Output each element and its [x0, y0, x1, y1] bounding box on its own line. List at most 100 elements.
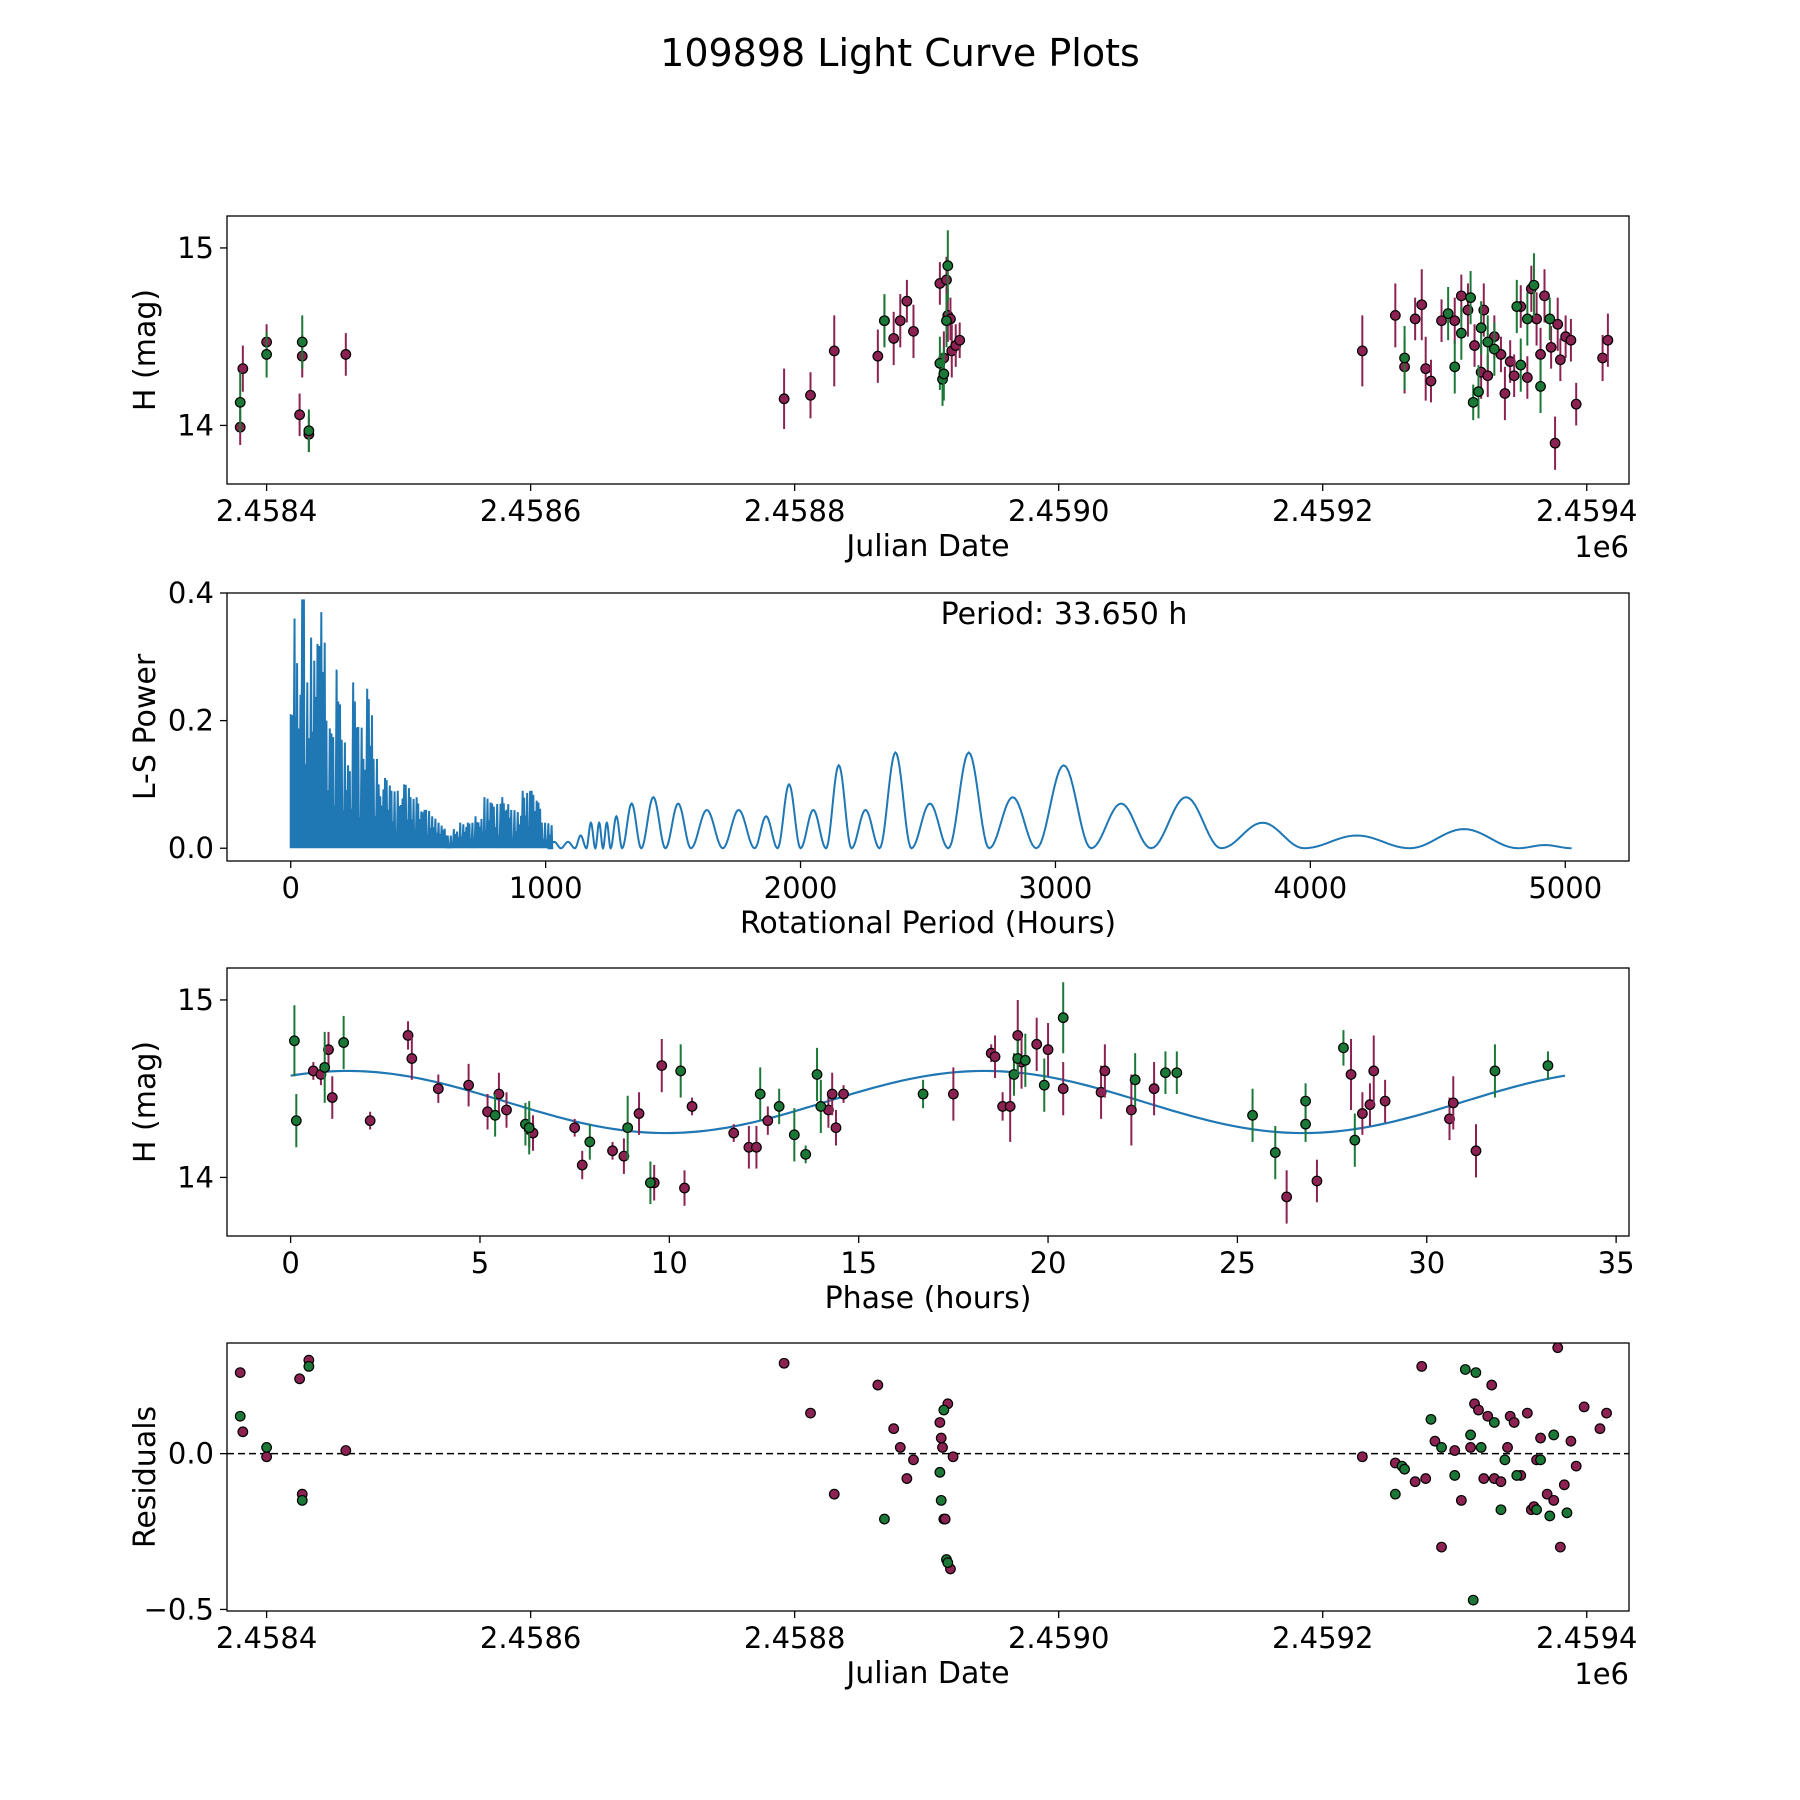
x-tick-label: 0 — [282, 871, 300, 905]
data-point — [1269, 1147, 1281, 1158]
y-axis-label: H (mag) — [128, 1041, 163, 1163]
data-point — [937, 1441, 948, 1453]
data-point — [675, 1065, 687, 1077]
data-point — [1535, 380, 1546, 392]
data-point — [1475, 322, 1487, 334]
data-point — [1594, 1423, 1606, 1435]
x-tick-label: 1000 — [509, 871, 583, 905]
data-point — [1535, 349, 1546, 360]
data-point — [830, 1122, 842, 1134]
data-point — [989, 1051, 1001, 1063]
data-point — [1469, 340, 1480, 351]
data-point — [1508, 1417, 1520, 1428]
x-tick-label: 2.4584 — [216, 494, 317, 528]
x-tick-label: 2.4592 — [1272, 1621, 1373, 1655]
data-point — [1542, 1060, 1554, 1072]
data-point — [811, 1069, 823, 1080]
data-point — [872, 1379, 884, 1391]
data-point — [1552, 318, 1564, 330]
data-point — [1549, 437, 1561, 449]
data-point — [686, 1101, 698, 1112]
data-point — [935, 1432, 947, 1444]
data-point — [1436, 315, 1447, 327]
data-point — [828, 1488, 840, 1500]
data-point — [1521, 372, 1533, 383]
data-point — [364, 1115, 376, 1127]
data-point — [1436, 1541, 1447, 1553]
data-point — [1541, 1488, 1553, 1500]
data-point — [237, 363, 249, 375]
data-point — [1521, 313, 1533, 325]
data-point — [294, 409, 306, 421]
data-point — [1416, 1360, 1428, 1372]
data-point — [1247, 1109, 1258, 1121]
data-point — [622, 1122, 634, 1134]
data-point — [1031, 1038, 1043, 1050]
light-curve-panel: 2.4584 2.4586 2.4588 2.4590 2.4592 2.4594 14 15… — [128, 215, 1637, 564]
data-point — [323, 1044, 334, 1056]
data-point — [1521, 1407, 1533, 1419]
data-point — [1499, 388, 1511, 399]
data-point — [1442, 308, 1454, 320]
plot-frame — [226, 592, 1630, 862]
data-point — [326, 1092, 338, 1103]
data-point — [261, 1441, 273, 1453]
data-point — [1545, 341, 1557, 353]
data-point — [1160, 1067, 1171, 1079]
data-point — [1467, 1594, 1479, 1606]
data-point — [1495, 1476, 1507, 1488]
data-point — [1300, 1095, 1311, 1107]
x-tick-label: 2.4594 — [1536, 1621, 1637, 1655]
plot-frame — [226, 967, 1630, 1237]
x-axis-label: Julian Date — [844, 529, 1009, 564]
data-point — [1057, 1083, 1069, 1095]
data-point — [1486, 1379, 1498, 1391]
data-point — [340, 349, 352, 360]
data-point — [1459, 1364, 1471, 1375]
data-point — [1311, 1175, 1323, 1187]
fit-curve — [290, 1069, 1566, 1135]
data-point — [1565, 334, 1577, 346]
data-point — [1399, 1463, 1410, 1475]
data-point — [1473, 1404, 1484, 1416]
data-point — [888, 333, 900, 344]
data-point — [1601, 1407, 1612, 1419]
data-point — [1356, 1451, 1368, 1463]
data-point — [1338, 1042, 1349, 1054]
data-point — [939, 1513, 951, 1525]
x-tick-label: 2.4586 — [480, 1621, 581, 1655]
x-tick-label: 2.4592 — [1272, 494, 1373, 528]
data-point — [523, 1122, 535, 1134]
data-point — [1570, 1460, 1582, 1472]
data-point — [1057, 1012, 1069, 1024]
data-point — [234, 396, 246, 408]
data-point — [754, 1088, 766, 1100]
data-point — [261, 1451, 273, 1463]
x-axis-label: Rotational Period (Hours) — [740, 906, 1116, 941]
plot-area — [227, 1343, 1629, 1606]
data-point — [1429, 1435, 1441, 1447]
y-tick-label: 0.2 — [168, 704, 214, 738]
data-point — [934, 1466, 946, 1478]
data-point — [1470, 1367, 1482, 1379]
data-point — [290, 1115, 302, 1127]
data-point — [1449, 315, 1461, 327]
data-point — [1455, 1494, 1467, 1506]
data-point — [1508, 370, 1520, 382]
data-point — [1420, 363, 1432, 375]
data-point — [762, 1115, 774, 1127]
data-point — [1012, 1030, 1024, 1041]
data-point — [908, 325, 919, 337]
data-point — [633, 1108, 645, 1119]
data-point — [1449, 1445, 1461, 1456]
period-annotation: Period: 33.650 h — [941, 597, 1188, 632]
data-point — [1004, 1101, 1016, 1112]
data-point — [1444, 1113, 1455, 1125]
x-tick-label: 2000 — [764, 871, 838, 905]
x-tick-label: 2.4586 — [480, 494, 581, 528]
y-axis-label: L-S Power — [128, 653, 163, 800]
x-tick-label: 2.4588 — [744, 1621, 845, 1655]
data-point — [828, 345, 840, 357]
data-point — [1539, 290, 1550, 302]
